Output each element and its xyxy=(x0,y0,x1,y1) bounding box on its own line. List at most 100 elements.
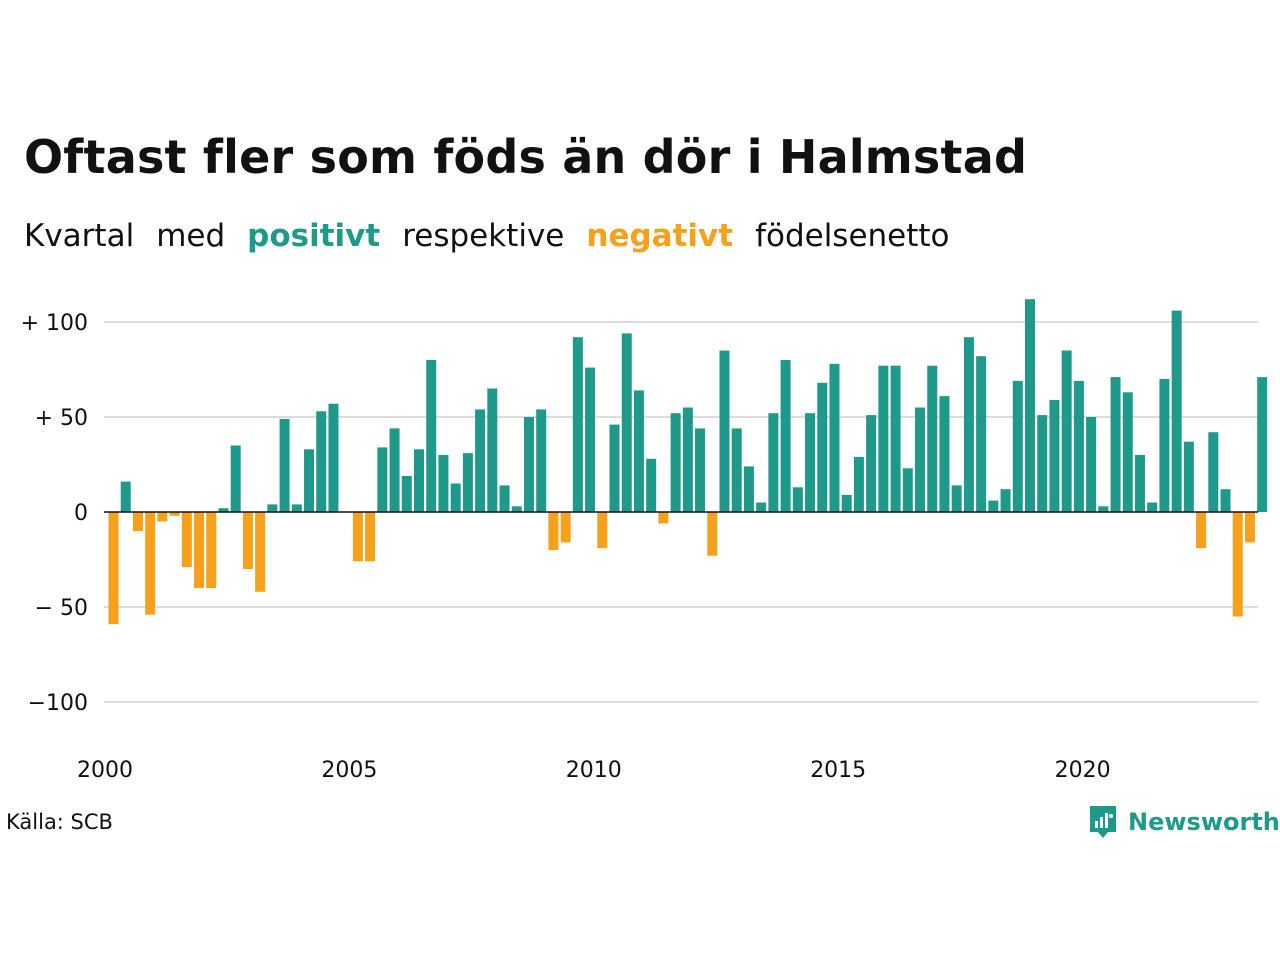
bar xyxy=(438,455,449,512)
bar xyxy=(719,350,730,512)
bar xyxy=(132,512,143,531)
newsworthy-logo: Newsworthy xyxy=(1088,804,1280,840)
chart-title: Oftast fler som föds än dör i Halmstad xyxy=(24,130,1028,184)
bar xyxy=(768,413,779,512)
bar xyxy=(878,365,889,512)
bar xyxy=(108,512,119,625)
bar xyxy=(597,512,608,549)
bar xyxy=(352,512,363,562)
bar xyxy=(1073,380,1084,512)
bar xyxy=(1037,415,1048,512)
bar xyxy=(976,356,987,512)
y-tick-label: + 50 xyxy=(35,406,88,431)
bar xyxy=(316,411,327,512)
y-tick-label: 0 xyxy=(74,501,88,526)
bar xyxy=(1159,379,1170,512)
bar xyxy=(633,390,644,512)
bar xyxy=(1110,377,1121,512)
bar xyxy=(621,333,632,512)
bar xyxy=(560,512,571,543)
bar xyxy=(206,512,217,588)
bar xyxy=(646,458,657,512)
bar xyxy=(1183,441,1194,512)
bar xyxy=(805,413,816,512)
bar xyxy=(927,365,938,512)
bar xyxy=(682,407,693,512)
bar xyxy=(536,409,547,512)
source-note: Källa: SCB xyxy=(6,810,113,834)
bar xyxy=(450,483,461,512)
bar xyxy=(1208,432,1219,512)
subtitle-word: Kvartal xyxy=(24,218,135,254)
bar xyxy=(1000,489,1011,512)
x-tick-label: 2005 xyxy=(321,758,377,783)
bar xyxy=(866,415,877,512)
bar xyxy=(414,449,424,512)
y-tick-label: + 100 xyxy=(21,311,88,336)
bar xyxy=(194,512,205,588)
bar-chart: + 100 + 50 0 − 50 −100 2000 2005 2010 2015 2020 xyxy=(21,299,1268,783)
bar xyxy=(817,382,828,512)
bar xyxy=(1171,310,1182,512)
bar xyxy=(1098,506,1109,512)
bar xyxy=(841,494,852,512)
bar xyxy=(499,485,510,512)
y-tick-label: − 50 xyxy=(35,596,88,621)
bar xyxy=(951,485,962,512)
bar xyxy=(242,512,253,569)
bar xyxy=(963,337,974,512)
bar xyxy=(792,487,803,512)
bar xyxy=(1061,350,1072,512)
logo-text: Newsworthy xyxy=(1128,808,1280,836)
bar xyxy=(658,512,669,524)
bar xyxy=(426,360,437,512)
subtitle-positive: positivt xyxy=(247,218,381,254)
bar xyxy=(853,456,864,512)
bar xyxy=(780,360,791,512)
bar xyxy=(1147,502,1158,512)
subtitle-word: födelsenetto xyxy=(755,218,950,254)
x-tick-label: 2010 xyxy=(566,758,622,783)
bar xyxy=(1232,512,1243,617)
bar xyxy=(291,504,302,512)
bar xyxy=(475,409,486,512)
subtitle-word: med xyxy=(156,218,226,254)
bar xyxy=(304,449,315,512)
chart-subtitle: Kvartal med positivt respektive negativt föde… xyxy=(24,218,972,254)
bar xyxy=(389,428,400,512)
bar xyxy=(585,367,596,512)
bar xyxy=(328,403,339,512)
x-tick-label: 2015 xyxy=(810,758,866,783)
bar xyxy=(572,337,583,512)
bar xyxy=(218,508,229,512)
bar xyxy=(120,481,131,512)
bar xyxy=(145,512,156,615)
bar xyxy=(707,512,718,556)
bar xyxy=(401,475,412,512)
bar xyxy=(230,445,241,512)
bar xyxy=(487,388,498,512)
bar xyxy=(829,363,840,512)
subtitle-word: respektive xyxy=(402,218,565,254)
bar xyxy=(1257,377,1268,512)
subtitle-negative: negativt xyxy=(586,218,734,254)
bar xyxy=(609,424,620,512)
bar xyxy=(988,500,999,512)
bar xyxy=(181,512,192,568)
x-tick-label: 2020 xyxy=(1055,758,1111,783)
bar xyxy=(1196,512,1207,549)
bar xyxy=(1086,417,1097,512)
bar xyxy=(279,418,290,512)
bar xyxy=(1049,399,1060,512)
bar xyxy=(756,502,767,512)
y-tick-label: −100 xyxy=(28,691,88,716)
bar xyxy=(902,468,913,512)
bar xyxy=(365,512,376,562)
bar xyxy=(915,407,926,512)
bar xyxy=(462,453,473,512)
bar xyxy=(731,428,742,512)
bar xyxy=(1122,392,1133,512)
bar xyxy=(1244,512,1255,543)
x-tick-label: 2000 xyxy=(77,758,133,783)
bar xyxy=(1134,455,1145,512)
